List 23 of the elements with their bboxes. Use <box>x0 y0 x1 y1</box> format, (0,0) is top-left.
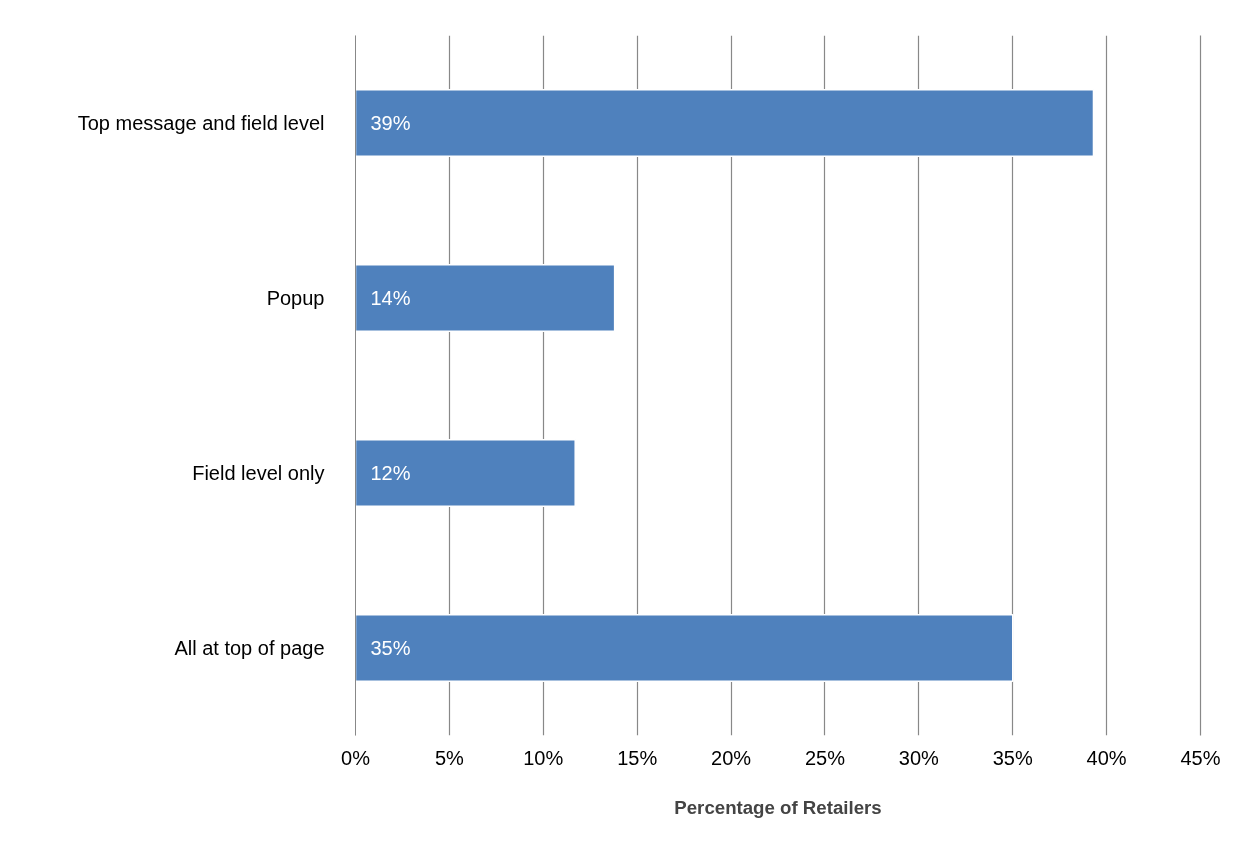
x-tick-label: 30% <box>898 746 940 769</box>
bar <box>355 439 576 507</box>
x-tick-label: 5% <box>434 746 465 769</box>
x-axis-title: Percentage of Retailers <box>674 796 882 818</box>
x-tick-label: 15% <box>617 746 658 769</box>
data-label: 39% <box>370 112 411 134</box>
x-tick-label: 20% <box>711 746 752 769</box>
x-tick-label: 25% <box>804 746 846 769</box>
bar <box>355 89 1095 157</box>
y-tick-label: Top message and field level <box>77 112 325 134</box>
y-tick-label: All at top of page <box>174 637 325 659</box>
data-label: 12% <box>370 462 411 484</box>
y-tick-label: Popup <box>266 287 325 309</box>
x-tick-label: 40% <box>1086 746 1127 769</box>
x-tick-label: 35% <box>992 746 1033 769</box>
x-tick-label: 45% <box>1180 746 1221 769</box>
data-label: 14% <box>370 287 411 309</box>
y-tick-label: Field level only <box>192 462 325 484</box>
x-tick-label: 0% <box>341 746 371 769</box>
data-label: 35% <box>370 637 411 659</box>
bar <box>355 264 616 332</box>
x-tick-label: 10% <box>523 746 564 769</box>
bar <box>355 614 1014 682</box>
